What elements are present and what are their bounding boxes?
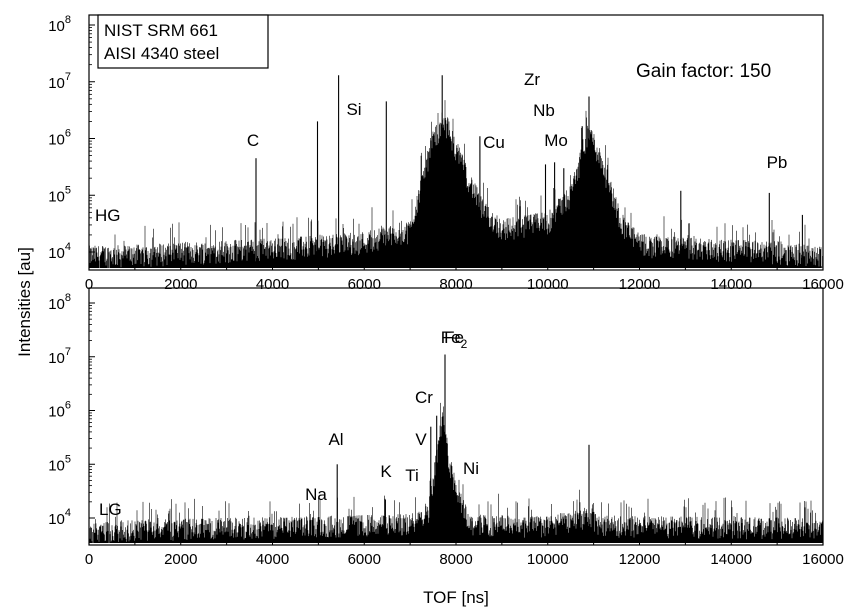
x-axis-label: TOF [ns] (423, 588, 489, 607)
legend-line: AISI 4340 steel (104, 44, 219, 63)
x-tick-label: 0 (85, 276, 93, 293)
y-tick-label: 106 (48, 128, 71, 149)
y-tick-label: 105 (48, 184, 71, 205)
y-tick-label: 104 (48, 241, 71, 262)
peak-label-c: C (247, 131, 259, 150)
panel-label: HG (95, 206, 121, 225)
legend-line: NIST SRM 661 (104, 21, 218, 40)
x-tick-label: 12000 (619, 551, 661, 568)
peak-label-mo: Mo (544, 131, 568, 150)
y-tick-label: 108 (48, 14, 71, 35)
peak-label-fe2: Fe2 (441, 328, 468, 351)
x-tick-label: 14000 (710, 551, 752, 568)
peak-label-na: Na (305, 485, 327, 504)
y-tick-label: 107 (48, 71, 71, 92)
x-tick-label: 12000 (619, 276, 661, 293)
x-tick-label: 14000 (710, 276, 752, 293)
x-tick-label: 8000 (439, 276, 472, 293)
x-tick-label: 0 (85, 551, 93, 568)
sample-legend-box: NIST SRM 661 AISI 4340 steel (97, 14, 269, 69)
y-tick-label: 104 (48, 507, 71, 528)
peak-label-ti: Ti (405, 466, 419, 485)
peak-label-al: Al (328, 430, 343, 449)
x-tick-label: 16000 (802, 551, 844, 568)
peak-label-pb: Pb (767, 153, 788, 172)
peak-label-ni: Ni (463, 459, 479, 478)
y-axis-label: Intensities [au] (15, 247, 34, 357)
peak-label-nb: Nb (533, 101, 555, 120)
panel-label: LG (99, 500, 122, 519)
x-tick-label: 6000 (348, 551, 381, 568)
x-tick-label: 8000 (439, 551, 472, 568)
y-tick-label: 105 (48, 453, 71, 474)
panel-lg: Na Al K Ti V Cr Fe Ni Fe2 0 2000 4000 6000 8000 10000 1… (48, 287, 844, 568)
legend-frame (97, 14, 269, 69)
peak-label-cu: Cu (483, 133, 505, 152)
x-tick-label: 2000 (164, 551, 197, 568)
peak-label-k: K (380, 462, 392, 481)
y-tick-label: 107 (48, 346, 71, 367)
peak-label-zr: Zr (524, 70, 540, 89)
spectrum-trace-lg (88, 402, 824, 543)
panel-hg: C Si Cu Zr Nb Mo Pb 0 2000 4000 6000 8000 10000 12000… (48, 14, 844, 293)
peak-label-si: Si (346, 100, 361, 119)
peak-label-fe: Fe (444, 328, 464, 347)
x-tick-label: 16000 (802, 276, 844, 293)
peak-label-v: V (415, 430, 427, 449)
spectrum-trace-hg (88, 100, 824, 268)
x-tick-label: 10000 (527, 276, 569, 293)
y-tick-label: 106 (48, 400, 71, 421)
x-tick-label: 10000 (527, 551, 569, 568)
x-tick-label: 4000 (256, 551, 289, 568)
x-tick-label: 2000 (164, 276, 197, 293)
gain-factor-annotation: Gain factor: 150 (636, 61, 771, 82)
y-tick-label: 108 (48, 292, 71, 313)
peak-label-cr: Cr (415, 388, 433, 407)
x-tick-label: 4000 (256, 276, 289, 293)
x-tick-label: 6000 (348, 276, 381, 293)
